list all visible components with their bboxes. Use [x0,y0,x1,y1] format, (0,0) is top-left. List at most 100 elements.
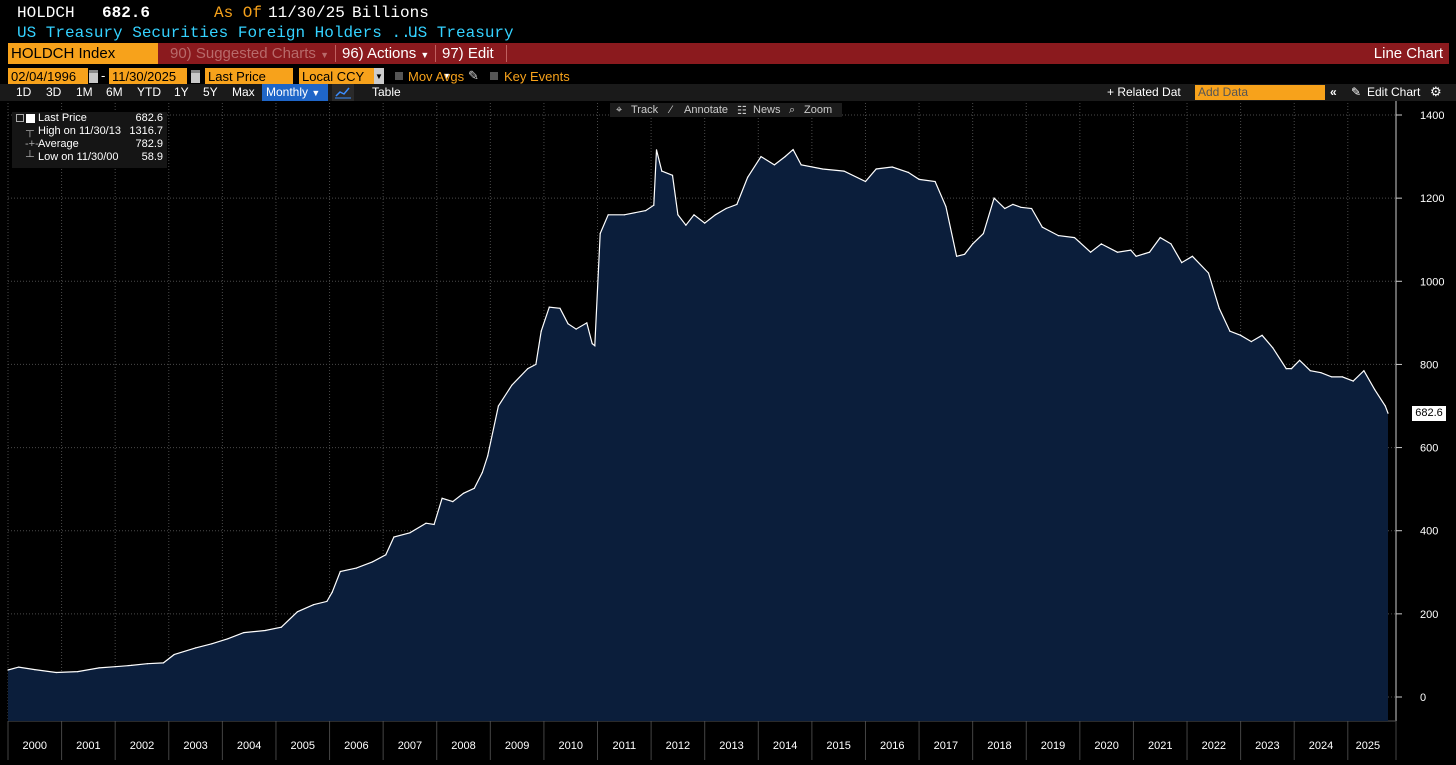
end-date-input[interactable]: 11/30/2025 [109,68,187,85]
security-field[interactable]: HOLDCH Index [8,43,158,64]
series-point [1020,206,1022,208]
series-point [162,662,164,664]
annotate-button[interactable]: Annotate [684,104,729,116]
series-point [661,170,663,172]
currency-select[interactable]: Local CCY [299,68,374,85]
chart-type-label[interactable]: Line Chart [1373,45,1443,62]
range-max[interactable]: Max [232,85,255,99]
x-tick-label: 2014 [773,740,797,752]
series-point [540,330,542,332]
x-tick-label: 2017 [934,740,958,752]
x-tick-label: 2006 [344,740,368,752]
range-5y[interactable]: 5Y [203,85,218,99]
edit-chart-button[interactable]: Edit Chart [1367,85,1421,99]
range-3d[interactable]: 3D [46,85,62,99]
pencil-icon[interactable]: ⁄ [670,104,672,116]
series-point [481,471,483,474]
date-range-dash: - [101,68,106,83]
frequency-select[interactable]: Monthly ▼ [262,84,328,101]
mov-avgs-label[interactable]: Mov Avgs [408,69,465,84]
x-tick-label: 2002 [130,740,154,752]
range-1m[interactable]: 1M [76,85,93,99]
related-data-button[interactable]: + Related Dat [1107,85,1181,99]
range-1y[interactable]: 1Y [174,85,189,99]
x-tick-label: 2018 [987,740,1011,752]
series-point [1331,376,1333,378]
series-point [393,536,395,538]
security-description: US Treasury Securities Foreign Holders .… [17,24,421,42]
frequency-label: Monthly [266,85,309,99]
series-point [326,600,328,602]
series-point [1191,255,1193,257]
series-point [1384,405,1386,407]
series-point [773,164,776,166]
pencil-icon[interactable]: ✎ [468,68,479,83]
zoom-button[interactable]: Zoom [804,104,833,116]
suggested-charts-menu[interactable]: 90) Suggested Charts ▼ [164,43,334,64]
chart-tools: ⌖ Track ⁄ Annotate ☷ News ⌕ Zoom [610,103,842,117]
legend-last-price-value: 682.6 [135,112,163,124]
add-data-input[interactable]: Add Data [1195,85,1325,100]
series-point [473,487,475,489]
series-point [907,171,909,173]
key-events-checkbox[interactable] [490,72,498,80]
x-tick-label: 2021 [1148,740,1172,752]
series-point [1250,341,1252,343]
series-point [1207,272,1210,274]
field-select[interactable]: Last Price [205,68,293,85]
series-point [1290,368,1293,370]
series-point [623,214,625,216]
series-point [1272,347,1274,349]
x-tick-label: 2010 [558,740,582,752]
range-6m[interactable]: 6M [106,85,123,99]
chart-controls: 02/04/1996 - 11/30/2025 Last Price Local… [0,68,1456,86]
series-point [1387,412,1389,414]
x-tick-label: 2001 [76,740,100,752]
series-point [972,243,974,245]
collapse-legend-icon[interactable] [16,114,24,122]
collapse-icon[interactable]: « [1330,85,1337,99]
gear-icon[interactable]: ⚙ [1430,84,1442,99]
news-button[interactable]: News [753,104,781,116]
search-icon[interactable]: ⌕ [789,104,796,116]
current-value: 682.6 [102,4,151,22]
series-point [1285,368,1287,370]
x-tick-label: 2007 [398,740,422,752]
legend-average-label: Average [38,138,79,150]
dropdown-arrow-icon[interactable]: ▼ [374,68,384,85]
start-date-input[interactable]: 02/04/1996 [8,68,88,85]
mov-avgs-checkbox[interactable] [395,72,403,80]
as-of-date: 11/30/25 [268,4,345,22]
series-point [586,322,588,324]
as-of-label: As Of [214,4,263,22]
chart-area[interactable]: 0 200 400 600 800 1000 1200 1400 2000 2001 2002 200… [0,101,1456,760]
dropdown-arrow-icon: ▼ [420,50,430,60]
series-point [599,232,601,235]
crosshair-icon[interactable]: ⌖ [616,104,623,116]
pencil-icon[interactable]: ✎ [1351,85,1362,99]
y-tick-label: 1200 [1420,193,1444,205]
calendar-icon[interactable] [89,70,98,83]
average-marker-icon: -+- [25,138,39,150]
news-icon[interactable]: ☷ [737,105,747,117]
x-tick-label: 2004 [237,740,261,752]
range-1d[interactable]: 1D [16,85,32,99]
x-tick-label: 2012 [666,740,690,752]
series-point [1090,251,1092,253]
toolbar-divider [435,45,436,62]
range-ytd[interactable]: YTD [137,85,161,99]
table-button[interactable]: Table [372,85,401,99]
price-chart[interactable]: 0 200 400 600 800 1000 1200 1400 2000 2001 2002 200… [0,101,1456,760]
line-chart-icon[interactable] [332,84,354,101]
edit-menu[interactable]: 97) Edit ▼ [436,43,506,81]
series-point [1352,380,1354,382]
calendar-icon[interactable] [191,70,200,83]
actions-menu[interactable]: 96) Actions ▼ [336,43,434,64]
series-point [462,492,465,494]
x-tick-label: 2023 [1255,740,1279,752]
series-point [114,666,116,668]
series-point [1004,207,1006,210]
track-button[interactable]: Track [631,104,659,116]
series-point [693,214,695,216]
key-events-label[interactable]: Key Events [504,69,570,84]
